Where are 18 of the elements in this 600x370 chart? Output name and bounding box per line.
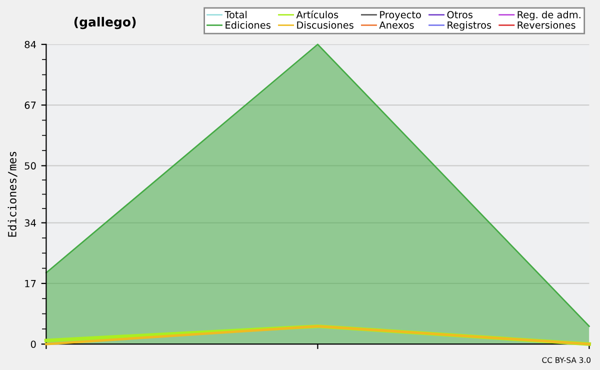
- y-tick-label: 50: [24, 162, 36, 170]
- legend-label: Proyecto: [380, 11, 421, 20]
- legend-label: Registros: [448, 21, 492, 31]
- y-tick-label: 0: [30, 340, 36, 348]
- chart-title: (gallego): [74, 16, 136, 30]
- legend-label: Otros: [447, 11, 472, 18]
- y-axis-title: Ediciones/mes: [8, 152, 18, 237]
- legend-label: Anexos: [379, 22, 414, 29]
- y-tick-label: 67: [24, 102, 36, 109]
- y-tick-label: 17: [25, 280, 36, 288]
- y-tick-label: 84: [24, 40, 36, 48]
- legend-label: Ediciones: [226, 21, 270, 29]
- legend-label: Total: [224, 10, 247, 18]
- legend-label: Artículos: [296, 10, 338, 18]
- legend-label: Reversiones: [518, 21, 576, 29]
- legend-label: Discusiones: [297, 21, 354, 29]
- legend-label: Reg. de adm.: [518, 10, 580, 20]
- y-tick-label: 34: [24, 219, 36, 227]
